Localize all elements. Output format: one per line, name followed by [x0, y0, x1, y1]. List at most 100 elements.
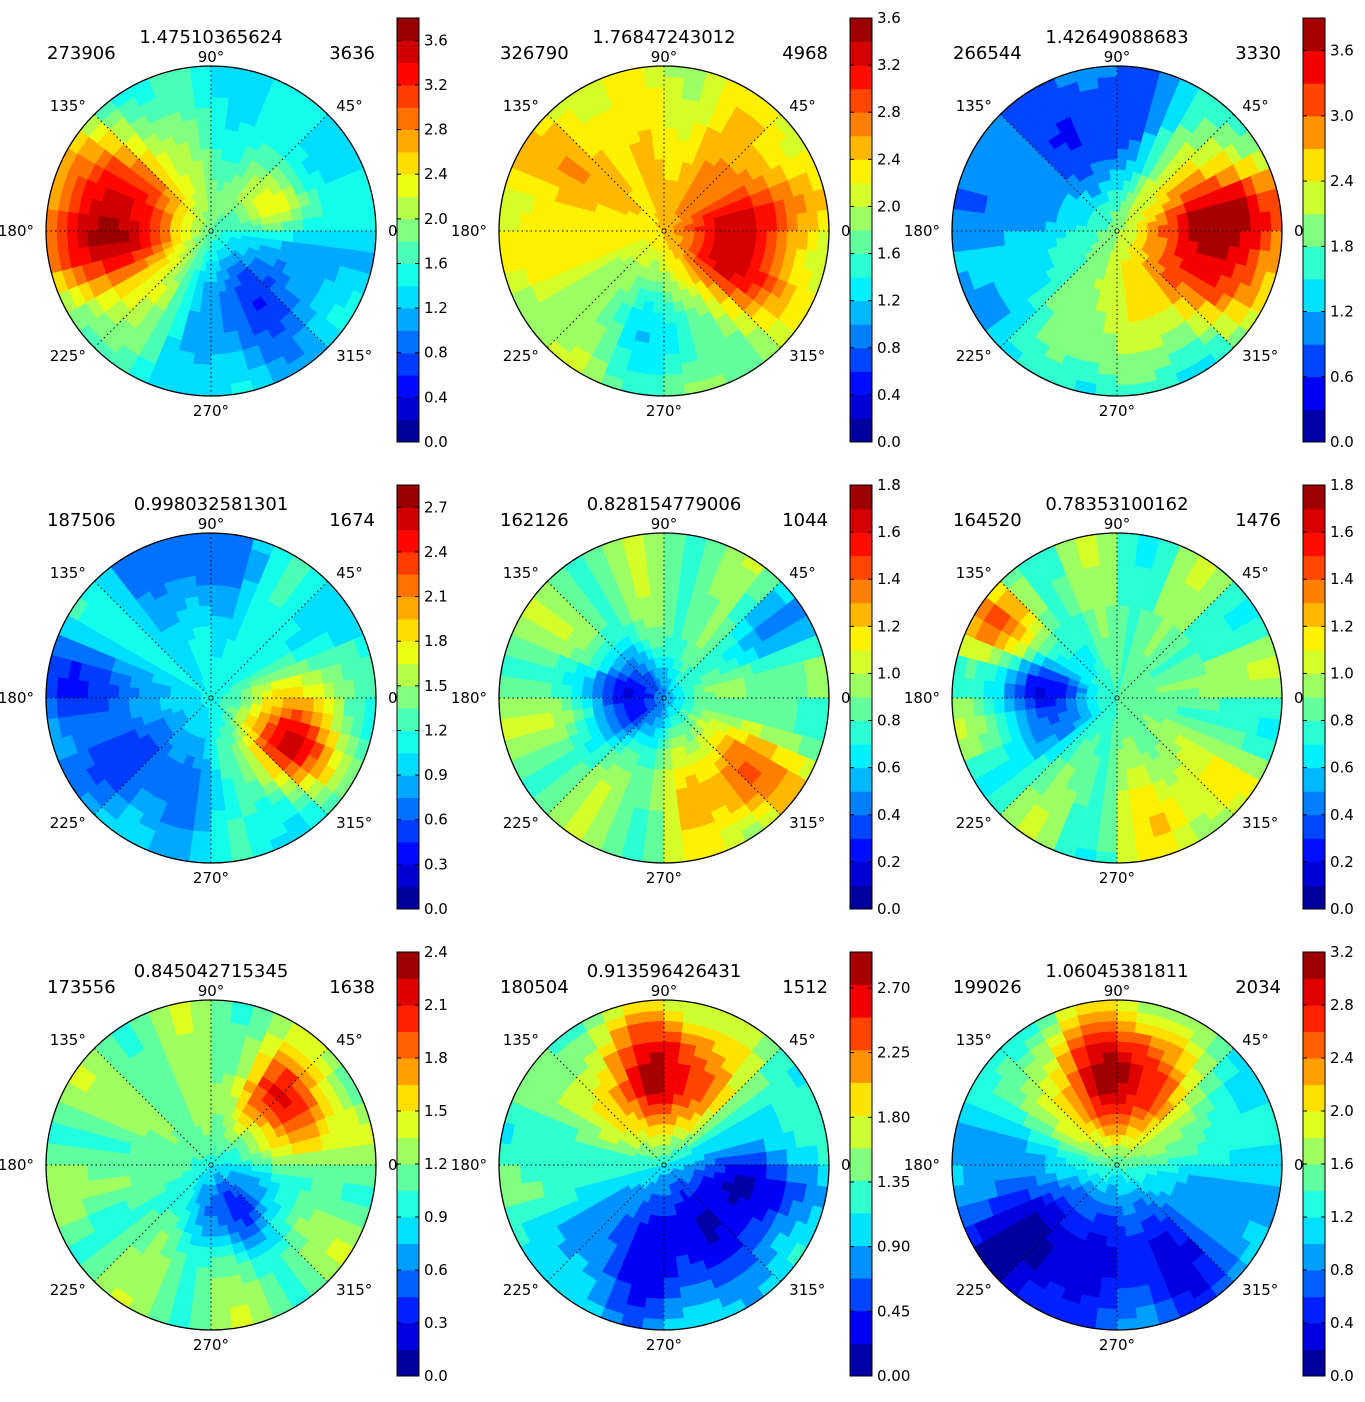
colorbar-segment — [1303, 377, 1325, 410]
colorbar-segment — [397, 530, 419, 553]
heatmap-cell — [1117, 179, 1124, 190]
colorbar-tick-label: 3.6 — [877, 9, 901, 27]
heatmap-cell — [664, 800, 679, 811]
colorbar-segment — [397, 219, 419, 242]
heatmap-cell — [817, 231, 829, 253]
heatmap-cell — [211, 851, 233, 863]
heatmap-cell — [642, 533, 664, 545]
colorbar-segment — [397, 887, 419, 910]
colorbar-tick-label: 1.2 — [424, 721, 448, 739]
heatmap-cell — [1219, 683, 1230, 698]
colorbar-segment — [850, 230, 872, 254]
angle-label: 180° — [451, 689, 487, 707]
heatmap-cell — [1158, 698, 1169, 705]
colorbar-segment — [1303, 409, 1325, 442]
heatmap-cell — [1095, 66, 1117, 78]
colorbar-tick-label: 1.8 — [1330, 476, 1354, 494]
angle-label: 90° — [1104, 48, 1131, 66]
heatmap-cell — [46, 676, 58, 698]
colorbar-segment — [1303, 532, 1325, 556]
heatmap-cell — [211, 626, 220, 637]
heatmap-cell — [648, 810, 664, 821]
heatmap-cell — [1240, 231, 1251, 249]
heatmap-cell — [664, 313, 676, 324]
heatmap-cell — [612, 691, 623, 698]
heatmap-cell — [334, 681, 345, 699]
heatmap-cell — [797, 679, 808, 698]
heatmap-cell — [612, 224, 623, 231]
heatmap-cell — [1024, 698, 1035, 710]
polar-chart-5: 0°45°90°135°180°225°270°315°0.8281547790… — [453, 467, 913, 935]
colorbar-segment — [397, 619, 419, 642]
heatmap-cell — [644, 543, 664, 555]
heatmap-cell — [211, 97, 229, 108]
heatmap-cell — [664, 595, 677, 606]
heatmap-cell — [211, 87, 230, 98]
heatmap-cell — [520, 212, 531, 231]
heatmap-cell — [211, 149, 222, 160]
heatmap-cell — [196, 118, 211, 129]
heatmap-cell — [87, 215, 98, 231]
heatmap-cell — [1270, 676, 1282, 698]
heatmap-cell — [645, 831, 664, 842]
heatmap-cell — [664, 374, 684, 386]
heatmap-cell — [1117, 118, 1132, 129]
heatmap-cell — [46, 209, 58, 231]
heatmap-cell — [1105, 605, 1117, 616]
heatmap-cell — [664, 343, 680, 354]
heatmap-cell — [653, 303, 664, 314]
colorbar-tick-label: 1.2 — [877, 292, 901, 310]
heatmap-cell — [211, 313, 223, 324]
colorbar-segment — [850, 301, 872, 325]
heatmap-cell — [1110, 739, 1117, 750]
heatmap-cell — [364, 209, 376, 231]
heatmap-cell — [664, 543, 684, 555]
heatmap-cell — [118, 231, 129, 243]
heatmap-cell — [46, 698, 58, 720]
heatmap-cell — [664, 810, 680, 821]
heatmap-cell — [1105, 780, 1117, 791]
heatmap-cell — [1199, 686, 1210, 698]
heatmap-cell — [1098, 831, 1117, 842]
heatmap-cell — [664, 564, 682, 575]
heatmap-cell — [56, 678, 68, 698]
heatmap-cell — [354, 231, 366, 251]
heatmap-cell — [159, 224, 170, 231]
heatmap-cell — [1117, 831, 1136, 842]
heatmap-cell — [191, 841, 211, 853]
colorbar-tick-label: 0.6 — [1330, 759, 1354, 777]
heatmap-cell — [540, 698, 551, 714]
colorbar-segment — [850, 815, 872, 839]
colorbar: 0.00.20.40.60.81.01.21.41.61.8 — [1303, 476, 1354, 918]
heatmap-cell — [1117, 626, 1126, 637]
heatmap-cell — [118, 686, 129, 698]
heatmap-cell — [736, 698, 747, 709]
heatmap-cell — [1117, 107, 1133, 118]
heatmap-cell — [98, 231, 109, 246]
heatmap-cell — [664, 354, 682, 365]
heatmap-cell — [664, 179, 671, 190]
colorbar-tick-label: 2.4 — [877, 150, 901, 168]
heatmap-cell — [1108, 759, 1117, 770]
heatmap-cell — [664, 87, 683, 98]
colorbar-segment — [1303, 485, 1325, 509]
polar-panel-7: 0°45°90°135°180°225°270°315°0.8450427153… — [0, 934, 420, 1402]
heatmap-cell — [1097, 76, 1117, 88]
colorbar-segment — [850, 673, 872, 697]
heatmap-cell — [1229, 698, 1240, 714]
heatmap-cell — [129, 220, 140, 231]
heatmap-cell — [87, 698, 98, 714]
heatmap-cell — [973, 212, 984, 231]
heatmap-cell — [983, 214, 994, 232]
colorbar-tick-label: 0.0 — [424, 433, 448, 451]
heatmap-cell — [200, 149, 211, 160]
heatmap-cell — [725, 231, 736, 240]
heatmap-cell — [664, 790, 677, 801]
heatmap-cell — [648, 107, 664, 118]
heatmap-cell — [129, 698, 140, 709]
heatmap-cell — [1117, 159, 1126, 170]
heatmap-cell — [1108, 292, 1117, 303]
heatmap-cell — [756, 218, 767, 231]
heatmap-cell — [1004, 216, 1015, 231]
heatmap-cell — [191, 76, 211, 88]
